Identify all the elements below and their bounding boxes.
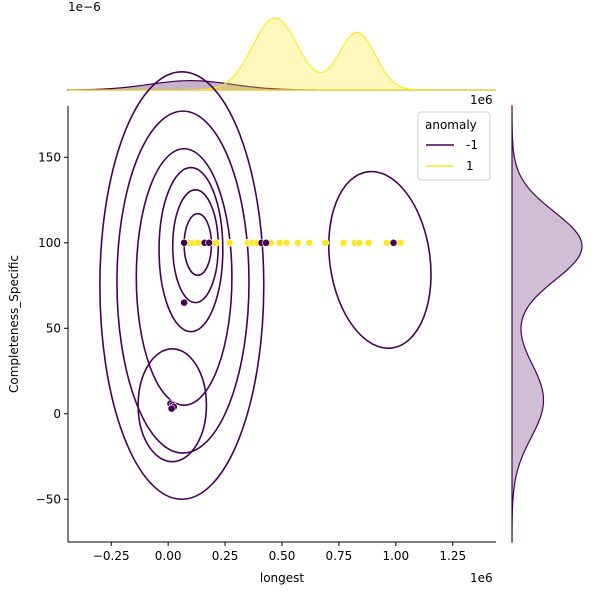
x-axis-label: longest bbox=[260, 571, 305, 585]
scatter-point-series-1-12 bbox=[294, 238, 302, 247]
scatter-point-series-neg1-4 bbox=[262, 238, 270, 247]
top-marginal-panel bbox=[67, 17, 496, 91]
scatter-point-series-neg1-10 bbox=[167, 404, 176, 413]
x-tick-group: −0.25 0.00 0.25 0.50 0.75 1.00 1.25 bbox=[93, 542, 466, 563]
scatter-point-series-neg1-0 bbox=[180, 238, 189, 247]
scatter-point-series-1-5 bbox=[225, 238, 234, 247]
scatter-point-series-neg1-5 bbox=[389, 238, 398, 247]
legend-box bbox=[417, 111, 491, 181]
scatter-point-series-1-19 bbox=[382, 238, 391, 247]
y-tick-group: −50 0 50 100 150 bbox=[36, 150, 68, 506]
kde-contour-layer bbox=[99, 71, 432, 501]
scatter-point-series-neg1-6 bbox=[180, 298, 189, 307]
y-tick-label-2: 50 bbox=[46, 321, 61, 335]
scatter-point-series-neg1-2 bbox=[205, 238, 214, 247]
x-tick-label-4: 0.75 bbox=[326, 549, 353, 563]
scatter-point-series-1-20 bbox=[396, 238, 405, 247]
legend-label-series-1: 1 bbox=[466, 159, 474, 173]
scatter-point-series-1-4 bbox=[212, 238, 220, 247]
legend-label-series-neg1: -1 bbox=[466, 138, 478, 152]
kde-contour-level-2 bbox=[135, 147, 233, 407]
kde-contour-level-4 bbox=[171, 188, 220, 304]
right-marginal-panel bbox=[511, 105, 583, 543]
kde-contour-lower-island bbox=[137, 347, 208, 463]
scatter-point-series-1-2 bbox=[193, 238, 202, 247]
x-tick-label-1: 0.00 bbox=[155, 549, 182, 563]
top-marginal-density-1 bbox=[68, 17, 496, 91]
x-tick-label-2: 0.25 bbox=[212, 549, 239, 563]
y-tick-label-0: −50 bbox=[36, 492, 61, 506]
top-marginal-offset-text: 1e−6 bbox=[68, 0, 101, 14]
kde-contour-level-1 bbox=[116, 110, 250, 454]
scatter-point-series-1-13 bbox=[305, 238, 314, 247]
legend-title: anomaly bbox=[425, 118, 477, 132]
kde-contour-right-island bbox=[327, 170, 432, 350]
y-tick-label-3: 100 bbox=[38, 236, 61, 250]
scatter-point-series-1-15 bbox=[339, 238, 348, 247]
y-axis-label: Completeness_Specific bbox=[7, 255, 21, 393]
kde-contour-level-3 bbox=[158, 166, 224, 333]
scatter-point-series-1-11 bbox=[282, 238, 291, 247]
main-plot-panel: −0.25 0.00 0.25 0.50 0.75 1.00 1.25 −50 0 50 100 1… bbox=[36, 71, 496, 563]
y-offset-text: 1e6 bbox=[470, 93, 493, 107]
y-tick-label-1: 0 bbox=[53, 407, 61, 421]
x-tick-label-0: −0.25 bbox=[93, 549, 130, 563]
scatter-point-layer bbox=[166, 238, 405, 413]
kde-contour-level-0 bbox=[99, 71, 265, 501]
scatter-point-series-1-14 bbox=[321, 238, 330, 247]
x-tick-label-3: 0.50 bbox=[269, 549, 296, 563]
x-tick-label-6: 1.25 bbox=[439, 549, 466, 563]
y-tick-label-4: 150 bbox=[38, 150, 61, 164]
scatter-point-series-1-18 bbox=[364, 238, 373, 247]
x-tick-label-5: 1.00 bbox=[382, 549, 409, 563]
legend: anomaly -1 1 bbox=[417, 111, 491, 181]
scatter-point-series-1-10 bbox=[275, 238, 284, 247]
right-marginal-density-neg1 bbox=[511, 105, 583, 543]
x-offset-text: 1e6 bbox=[470, 571, 493, 585]
scatter-point-series-1-17 bbox=[355, 238, 364, 247]
